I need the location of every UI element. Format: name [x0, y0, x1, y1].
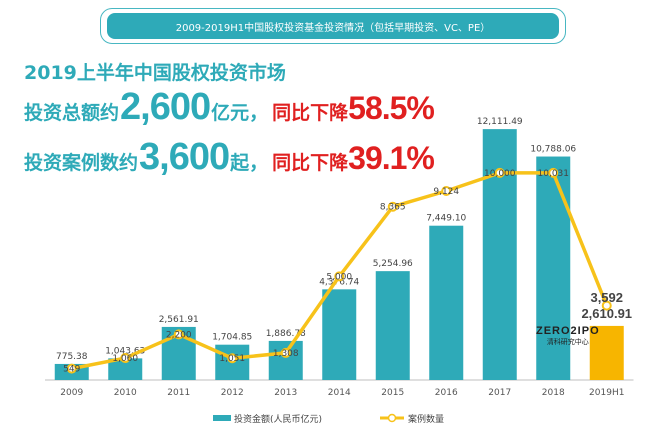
- x-tick-2011: 2011: [167, 388, 190, 398]
- bar-label-2010: 1,043.63: [105, 346, 145, 356]
- x-tick-2019H1: 2019H1: [589, 388, 624, 398]
- legend-swatch-bars: [213, 415, 231, 421]
- line-point-2011: [173, 329, 184, 340]
- line-label-2014: 5,000: [326, 272, 352, 282]
- line-label-2015: 8,365: [380, 203, 406, 213]
- investment-total-stat: 投资总额约 2,600 亿元， 同比下降 58.5%: [24, 86, 435, 129]
- bar-2017: [482, 129, 517, 380]
- x-tick-2018: 2018: [542, 388, 565, 398]
- line-label-2017: 10,000: [484, 169, 516, 179]
- chart-title-box: 2009-2019H1中国股权投资基金投资情况（包括早期投资、VC、PE）: [100, 8, 566, 44]
- line-label-2018: 10,031: [538, 169, 570, 179]
- case-count-change-label: 同比下降: [272, 152, 349, 174]
- line-point-2013: [280, 347, 291, 358]
- bar-label-2017: 12,111.49: [477, 117, 523, 127]
- logo-text: ZERO2IPO: [536, 325, 600, 337]
- bar-label-2011: 2,561.91: [159, 315, 199, 325]
- x-tick-2013: 2013: [274, 388, 297, 398]
- bar-label-2013: 1,886.78: [266, 329, 306, 339]
- x-tick-2009: 2009: [60, 388, 83, 398]
- line-point-2010: [120, 353, 131, 364]
- line-point-2017: [494, 167, 505, 178]
- x-tick-2015: 2015: [381, 388, 404, 398]
- investment-total-label: 投资总额约: [24, 102, 120, 124]
- bar-label-2019H1: 2,610.91: [581, 306, 632, 321]
- line-point-2016: [441, 186, 452, 197]
- x-tick-2017: 2017: [488, 388, 511, 398]
- case-count-stat: 投资案例数约 3,600 起， 同比下降 39.1%: [24, 136, 435, 179]
- line-point-2012: [227, 353, 238, 364]
- bar-label-2012: 1,704.85: [212, 333, 252, 343]
- bar-label-2016: 7,449.10: [426, 214, 466, 224]
- x-tick-2016: 2016: [435, 388, 458, 398]
- bar-label-2015: 5,254.96: [373, 259, 413, 269]
- line-point-2014: [334, 271, 345, 282]
- headline: 2019上半年中国股权投资市场: [24, 62, 286, 84]
- bar-2018: [536, 156, 571, 380]
- legend-label-bars: 投资金额(人民币亿元): [234, 413, 322, 425]
- line-label-2019H1: 3,592: [590, 290, 623, 305]
- line-label-2012: 1,051: [219, 354, 245, 364]
- x-tick-2014: 2014: [328, 388, 351, 398]
- legend-marker-line: [387, 413, 397, 423]
- line-point-2018: [548, 167, 559, 178]
- line-point-2019H1: [601, 300, 612, 311]
- line-label-2013: 1,308: [273, 349, 299, 359]
- line-label-2016: 9,124: [433, 187, 459, 197]
- bar-2015: [375, 271, 410, 380]
- bar-label-2009: 775.38: [56, 352, 88, 362]
- investment-total-value: 2,600: [120, 86, 211, 128]
- line-point-2009: [66, 363, 77, 374]
- chart-title: 2009-2019H1中国股权投资基金投资情况（包括早期投资、VC、PE）: [107, 13, 559, 39]
- bar-label-2018: 10,788.06: [530, 145, 576, 155]
- legend-label-line: 案例数量: [408, 413, 444, 425]
- investment-total-change-value: 58.5%: [348, 90, 435, 126]
- investment-total-unit: 亿元，: [211, 102, 269, 124]
- line-label-2010: 1,060: [112, 354, 138, 364]
- case-count-label: 投资案例数约: [24, 152, 139, 174]
- logo-subtext: 清科研究中心: [546, 338, 589, 346]
- zero2ipo-logo: ZERO2IPO 清科研究中心: [536, 325, 600, 347]
- case-count-change-value: 39.1%: [348, 140, 435, 176]
- bar-2010: [108, 358, 143, 380]
- line-label-2009: 549: [63, 365, 80, 375]
- x-tick-2012: 2012: [221, 388, 244, 398]
- line-point-2015: [387, 201, 398, 212]
- investment-total-change-label: 同比下降: [272, 102, 349, 124]
- bar-2014: [322, 289, 357, 380]
- case-count-unit: 起，: [230, 152, 269, 174]
- bar-label-2014: 4,376.74: [319, 277, 359, 287]
- line-label-2011: 2,200: [166, 330, 192, 340]
- case-count-value: 3,600: [139, 136, 230, 178]
- bar-2016: [429, 225, 464, 380]
- x-tick-2010: 2010: [114, 388, 137, 398]
- bar-2013: [268, 340, 303, 380]
- bar-2019H1: [589, 325, 624, 380]
